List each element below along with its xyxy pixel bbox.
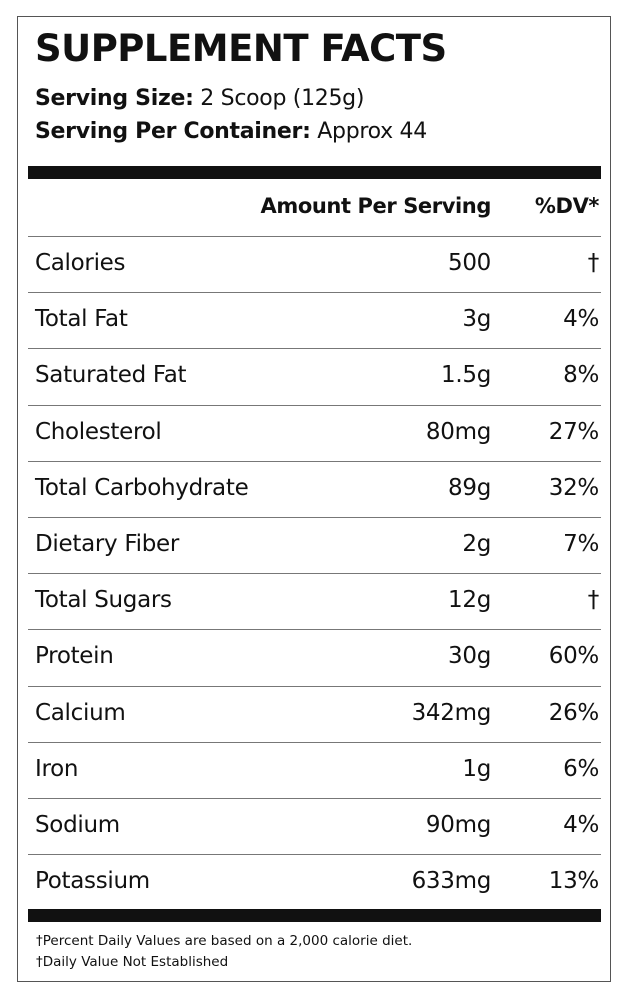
table-row: Dietary Fiber 2g 7% xyxy=(28,516,601,573)
nutrient-dv: 27% xyxy=(548,418,600,445)
nutrient-name: Total Sugars xyxy=(35,587,172,614)
header-daily-value: %DV* xyxy=(534,194,600,218)
nutrient-name: Dietary Fiber xyxy=(35,530,179,557)
nutrient-dv: † xyxy=(587,250,600,276)
nutrient-amount: 12g xyxy=(448,587,491,614)
table-row: Calcium 342mg 26% xyxy=(28,685,601,742)
nutrient-amount: 2g xyxy=(462,530,491,557)
nutrient-dv: 26% xyxy=(548,699,600,726)
nutrient-amount: 80mg xyxy=(425,418,491,445)
nutrient-amount: 3g xyxy=(462,306,491,333)
table-row: Cholesterol 80mg 27% xyxy=(28,404,601,461)
nutrient-dv: 7% xyxy=(563,530,599,557)
table-row: Iron 1g 6% xyxy=(28,741,601,798)
table-header: Amount Per Serving %DV* xyxy=(28,180,601,236)
nutrient-dv: 13% xyxy=(548,868,600,895)
servings-per-container: Serving Per Container: Approx 44 xyxy=(35,118,427,146)
nutrient-name: Total Fat xyxy=(35,306,128,333)
nutrient-name: Potassium xyxy=(35,868,150,895)
table-row: Saturated Fat 1.5g 8% xyxy=(28,348,601,404)
table-row: Potassium 633mg 13% xyxy=(28,854,601,910)
nutrient-amount: 1.5g xyxy=(441,362,491,389)
nutrient-amount: 1g xyxy=(462,755,491,782)
label-title: SUPPLEMENT FACTS xyxy=(35,27,447,70)
nutrient-name: Total Carbohydrate xyxy=(35,474,249,501)
nutrient-amount: 90mg xyxy=(425,811,491,838)
table-row: Sodium 90mg 4% xyxy=(28,797,601,854)
servings-per-container-value: Approx 44 xyxy=(317,119,427,144)
footnotes: †Percent Daily Values are based on a 2,0… xyxy=(36,931,412,973)
table-row: Calories 500 † xyxy=(28,236,601,292)
nutrient-amount: 633mg xyxy=(411,868,492,895)
servings-per-container-label: Serving Per Container: xyxy=(35,119,311,144)
serving-size: Serving Size: 2 Scoop (125g) xyxy=(35,85,364,113)
nutrient-amount: 342mg xyxy=(411,699,492,726)
nutrient-amount: 500 xyxy=(448,250,491,276)
nutrient-name: Iron xyxy=(35,755,79,782)
footnote-daily-values: †Percent Daily Values are based on a 2,0… xyxy=(36,933,413,949)
nutrient-name: Cholesterol xyxy=(35,418,162,445)
footnote-not-established: †Daily Value Not Established xyxy=(36,954,229,970)
nutrient-dv: † xyxy=(587,587,600,614)
nutrient-dv: 8% xyxy=(563,362,599,389)
nutrient-amount: 30g xyxy=(448,643,491,670)
nutrient-dv: 4% xyxy=(563,811,599,838)
divider-bar-top xyxy=(28,166,601,179)
serving-size-value: 2 Scoop (125g) xyxy=(200,86,365,111)
nutrient-table: Calories 500 † Total Fat 3g 4% Saturated… xyxy=(28,236,601,910)
label-frame xyxy=(17,16,611,982)
table-row: Total Fat 3g 4% xyxy=(28,292,601,348)
nutrient-name: Saturated Fat xyxy=(35,362,187,389)
serving-size-label: Serving Size: xyxy=(35,86,194,111)
nutrient-name: Calories xyxy=(35,250,126,276)
nutrient-name: Protein xyxy=(35,643,114,670)
header-amount-per-serving: Amount Per Serving xyxy=(260,194,491,218)
table-row: Protein 30g 60% xyxy=(28,629,601,685)
nutrient-dv: 4% xyxy=(563,306,599,333)
nutrient-name: Calcium xyxy=(35,699,126,726)
table-row: Total Sugars 12g † xyxy=(28,573,601,629)
divider-bar-bottom xyxy=(28,909,601,922)
nutrient-dv: 32% xyxy=(548,474,600,501)
nutrient-name: Sodium xyxy=(35,811,120,838)
nutrient-amount: 89g xyxy=(448,474,491,501)
table-row: Total Carbohydrate 89g 32% xyxy=(28,460,601,517)
nutrient-dv: 6% xyxy=(563,755,599,782)
nutrient-dv: 60% xyxy=(548,643,600,670)
